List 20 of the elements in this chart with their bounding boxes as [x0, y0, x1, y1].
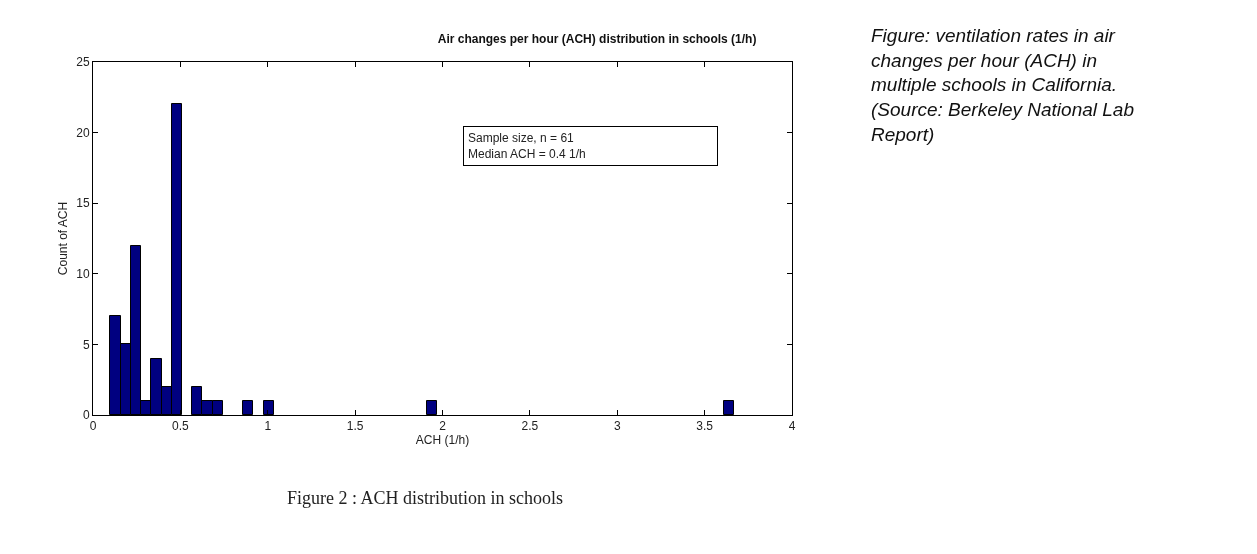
annotation: Sample size, n = 61 Median ACH = 0.4 1/h: [468, 131, 586, 161]
y-tick-label: 0: [82, 408, 90, 423]
x-tick-label: 1: [264, 419, 272, 434]
y-tick-label: 5: [82, 337, 90, 352]
x-tick-label: 0.5: [172, 419, 190, 434]
y-axis-title: Count of ACH: [55, 201, 70, 276]
y-tick-label: 15: [76, 196, 90, 211]
x-tick-label: 3: [613, 419, 621, 434]
y-tick-label: 20: [76, 125, 90, 140]
x-tick-label: 2: [439, 419, 447, 434]
x-tick-label: 4: [788, 419, 796, 434]
y-tick-label: 25: [76, 55, 90, 70]
chart-title: Air changes per hour (ACH) distribution in schools (1/h): [437, 31, 757, 46]
x-tick-label: 2.5: [521, 419, 539, 434]
y-tick-label: 10: [76, 267, 90, 281]
x-tick-label: 3.5: [696, 419, 714, 434]
x-axis-title: ACH (1/h): [415, 433, 470, 448]
x-tick-label: 1.5: [346, 419, 364, 434]
text: Figure: ventilation rates in air changes per hour (ACH) in multiple schools in California. (Source: Berkeley National Lab Report): [871, 25, 1134, 145]
caption: Figure 2 : ACH distribution in schools: [287, 488, 564, 508]
